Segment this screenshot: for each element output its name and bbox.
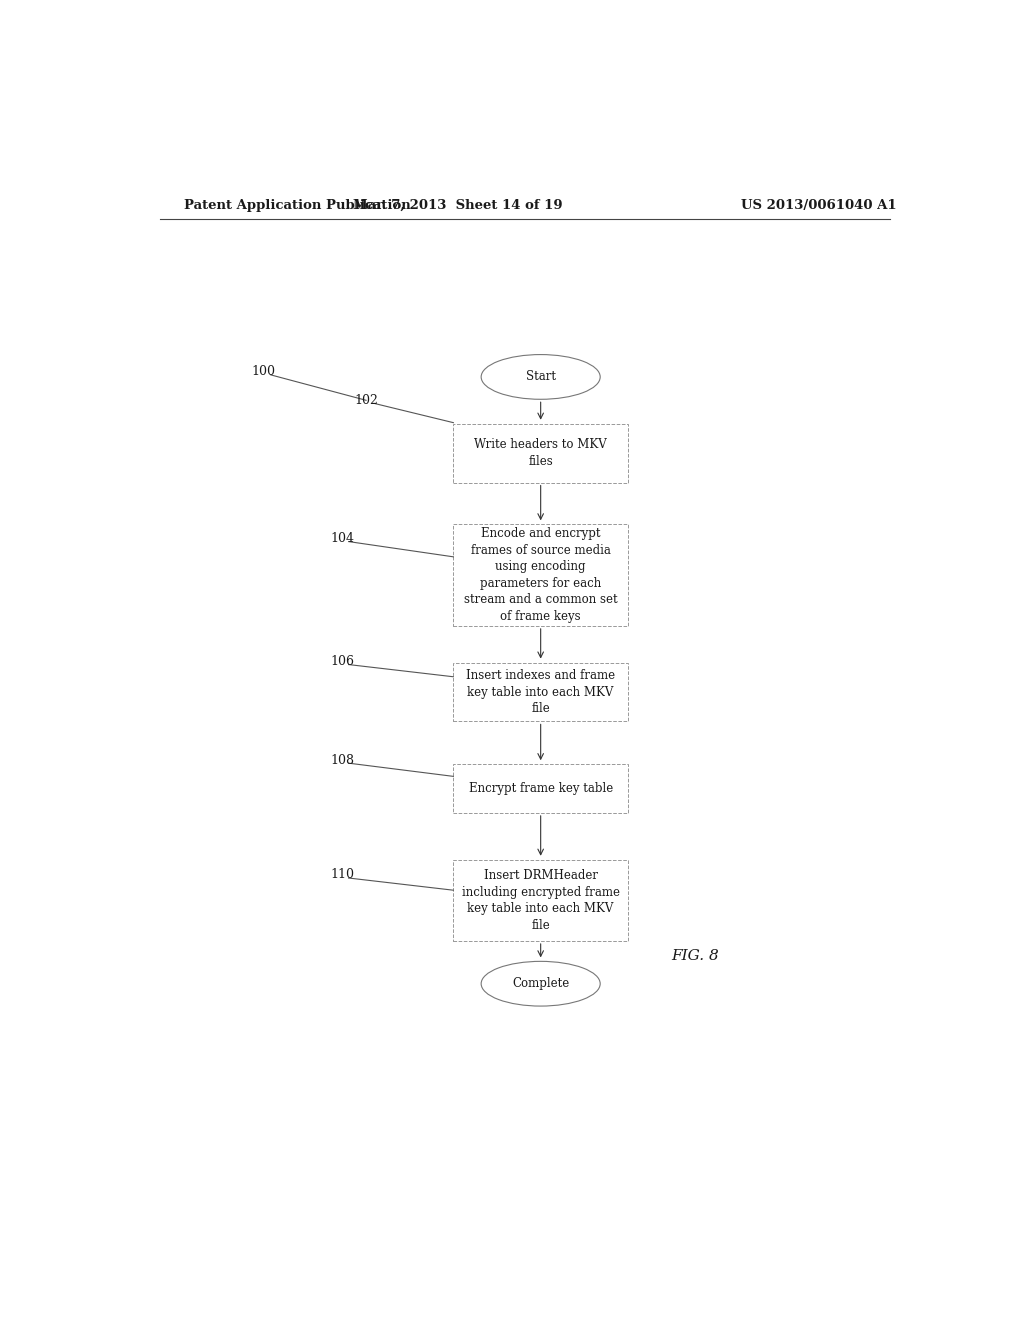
Text: 106: 106 [331,655,354,668]
Text: Start: Start [525,371,556,383]
Text: 100: 100 [251,366,275,379]
Text: Write headers to MKV
files: Write headers to MKV files [474,438,607,467]
Text: Complete: Complete [512,977,569,990]
Text: 110: 110 [331,869,354,882]
Text: 104: 104 [331,532,354,545]
Text: Insert indexes and frame
key table into each MKV
file: Insert indexes and frame key table into … [466,669,615,715]
Text: 102: 102 [354,393,378,407]
Text: 108: 108 [331,754,354,767]
Ellipse shape [481,355,600,399]
Text: Insert DRMHeader
including encrypted frame
key table into each MKV
file: Insert DRMHeader including encrypted fra… [462,869,620,932]
Text: FIG. 8: FIG. 8 [672,949,720,964]
Bar [454,663,628,722]
Bar [454,764,628,813]
Bar [454,859,628,941]
Ellipse shape [481,961,600,1006]
Bar [454,524,628,626]
Text: Encode and encrypt
frames of source media
using encoding
parameters for each
str: Encode and encrypt frames of source medi… [464,528,617,623]
Text: Encrypt frame key table: Encrypt frame key table [469,781,612,795]
Text: US 2013/0061040 A1: US 2013/0061040 A1 [740,198,896,211]
Bar [454,424,628,483]
Text: Mar. 7, 2013  Sheet 14 of 19: Mar. 7, 2013 Sheet 14 of 19 [352,198,562,211]
Text: Patent Application Publication: Patent Application Publication [183,198,411,211]
